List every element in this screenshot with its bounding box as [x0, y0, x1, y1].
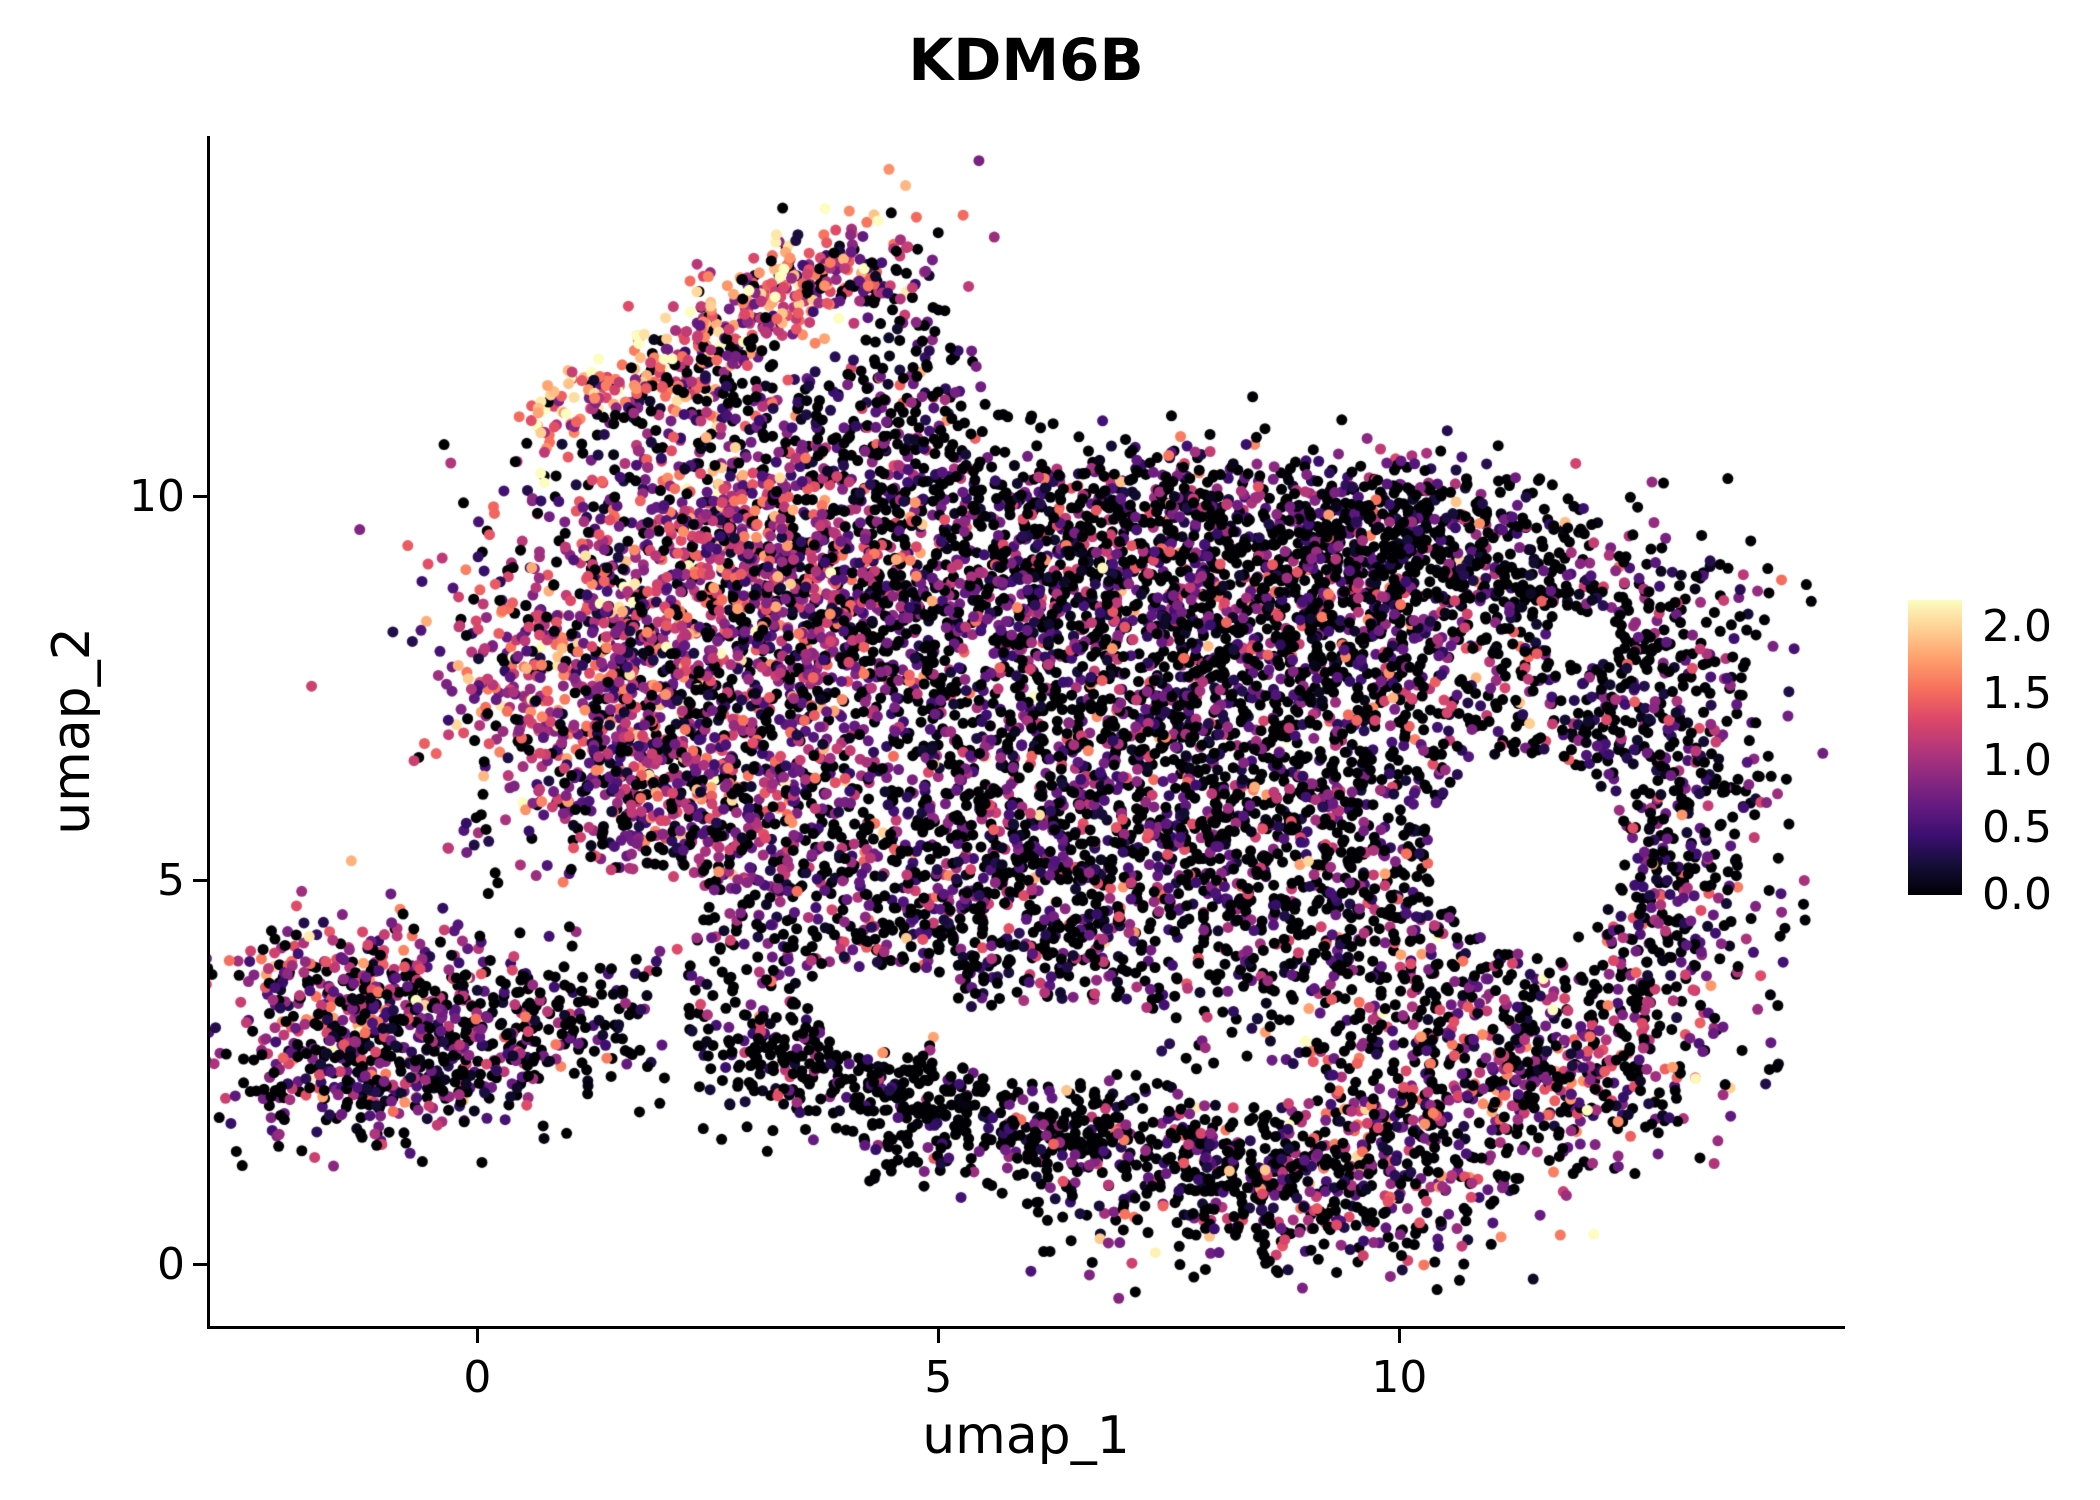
x-tick-mark — [1397, 1329, 1401, 1343]
x-tick-label: 0 — [463, 1352, 492, 1403]
colorbar-tick-label: 1.5 — [1982, 667, 2052, 719]
colorbar-tick-label: 0.0 — [1982, 869, 2052, 920]
x-axis-title: umap_1 — [922, 1406, 1130, 1466]
colorbar-tick-label: 1.0 — [1982, 734, 2052, 786]
y-tick-mark — [193, 495, 207, 499]
y-axis-line — [207, 136, 210, 1329]
plot-title: KDM6B — [908, 26, 1144, 94]
x-axis-line — [207, 1326, 1845, 1329]
colorbar-tick-label: 2.0 — [1982, 600, 2052, 652]
y-axis-title: umap_2 — [42, 627, 102, 835]
y-tick-label: 5 — [157, 854, 185, 906]
y-tick-mark — [193, 1263, 207, 1267]
scatter-points-canvas — [210, 136, 1842, 1326]
y-tick-mark — [193, 879, 207, 883]
x-tick-label: 5 — [924, 1352, 953, 1403]
x-tick-mark — [936, 1329, 940, 1343]
y-tick-label: 10 — [129, 470, 185, 522]
colorbar-tick-label: 0.5 — [1982, 801, 2052, 853]
x-tick-label: 10 — [1371, 1352, 1428, 1403]
y-tick-label: 0 — [157, 1238, 185, 1290]
colorbar-gradient — [1908, 600, 1962, 895]
x-tick-mark — [475, 1329, 479, 1343]
